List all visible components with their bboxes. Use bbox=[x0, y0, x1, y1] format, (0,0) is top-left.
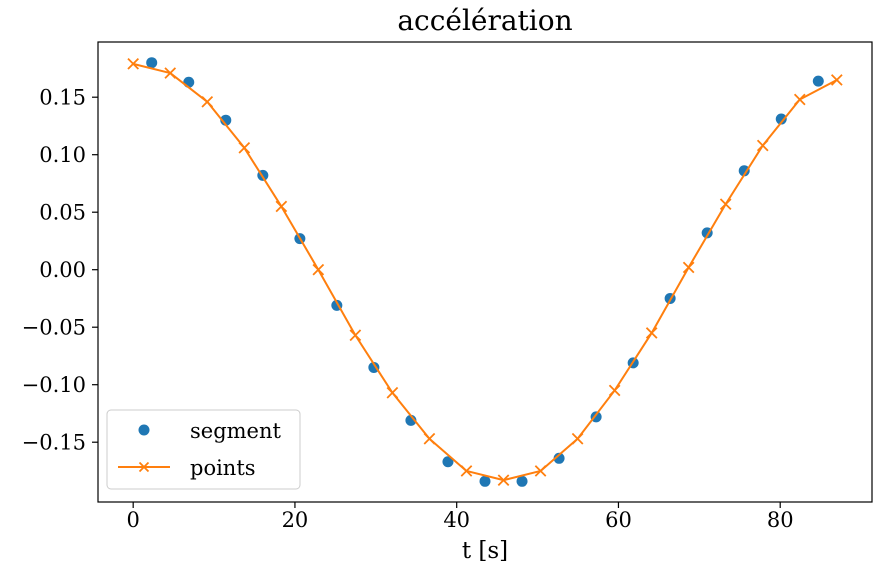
scatter-dot-icon bbox=[775, 113, 787, 125]
y-tick-label: −0.10 bbox=[22, 373, 86, 397]
x-marker-icon bbox=[312, 263, 325, 276]
x-tick-label: 40 bbox=[443, 508, 470, 532]
legend-dot-icon bbox=[138, 424, 150, 436]
x-marker-icon bbox=[349, 329, 362, 342]
x-tick-label: 60 bbox=[605, 508, 632, 532]
scatter-dot-icon bbox=[183, 76, 195, 88]
y-tick-label: −0.05 bbox=[22, 316, 86, 340]
scatter-dot-icon bbox=[442, 456, 454, 468]
scatter-dot-icon bbox=[738, 165, 750, 177]
x-marker-icon bbox=[201, 95, 214, 108]
x-marker-icon bbox=[238, 141, 251, 154]
scatter-dot-icon bbox=[146, 57, 158, 69]
x-marker-icon bbox=[756, 139, 769, 152]
chart-title: accélération bbox=[397, 4, 572, 37]
axes-frame bbox=[97, 41, 873, 503]
x-marker-icon bbox=[386, 386, 399, 399]
x-marker-icon bbox=[164, 67, 177, 79]
scatter-dot-icon bbox=[479, 475, 491, 487]
x-tick-label: 80 bbox=[767, 508, 794, 532]
y-tick-label: 0.15 bbox=[39, 86, 86, 110]
scatter-dot-icon bbox=[516, 475, 528, 487]
x-marker-icon bbox=[460, 465, 473, 477]
x-marker-icon bbox=[682, 261, 695, 274]
x-marker-icon bbox=[793, 93, 806, 106]
y-tick-label: 0.10 bbox=[39, 143, 86, 167]
x-marker-icon bbox=[608, 384, 621, 397]
legend-label: segment bbox=[190, 419, 282, 443]
x-marker-icon bbox=[534, 465, 547, 477]
x-marker-icon bbox=[127, 58, 140, 70]
legend: segment points bbox=[106, 409, 301, 490]
x-axis-label: t [s] bbox=[462, 538, 508, 564]
y-tick-label: 0.00 bbox=[39, 258, 86, 282]
scatter-dot-icon bbox=[553, 452, 565, 464]
x-marker-icon bbox=[275, 200, 288, 213]
y-tick-label: −0.15 bbox=[22, 431, 86, 455]
scatter-dot-icon bbox=[812, 75, 824, 87]
x-marker-icon bbox=[719, 198, 732, 210]
x-marker-icon bbox=[571, 432, 584, 445]
x-marker-icon bbox=[830, 74, 843, 86]
x-marker-icon bbox=[423, 432, 436, 445]
scatter-dot-icon bbox=[368, 361, 380, 373]
plot-area: 0 20 40 60 80 0.15 0.10 0.05 0.00 −0.05 −0.10 −0.15 bbox=[22, 41, 873, 532]
x-tick-label: 0 bbox=[126, 508, 139, 532]
legend-label: points bbox=[190, 456, 256, 480]
legend-box bbox=[106, 409, 301, 490]
x-marker-icon bbox=[645, 327, 658, 339]
legend-x-marker-icon bbox=[138, 461, 150, 473]
x-tick-label: 20 bbox=[282, 508, 309, 532]
y-tick-label: 0.05 bbox=[39, 201, 86, 225]
x-marker-icon bbox=[497, 474, 510, 486]
series-line-points bbox=[132, 62, 838, 482]
